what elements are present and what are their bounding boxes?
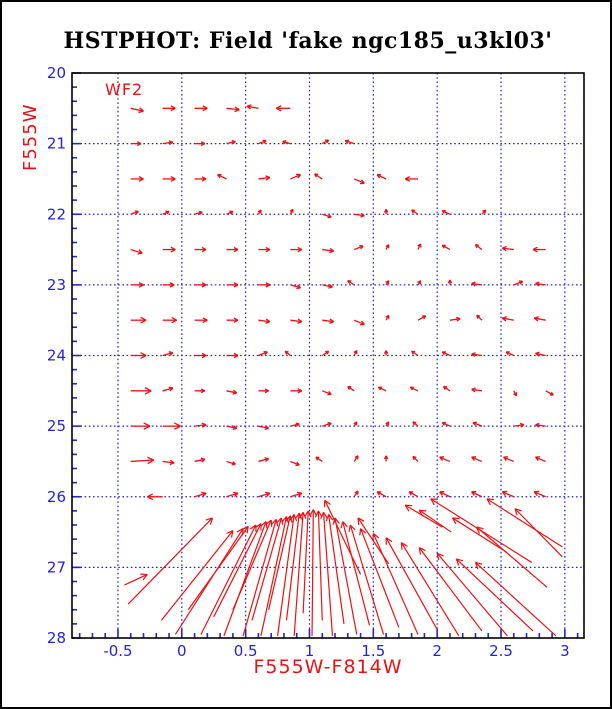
chart-title: HSTPHOT: Field 'fake ngc185_u3kl03': [63, 28, 553, 54]
camera-chip-annotation: WF2: [105, 80, 144, 99]
svg-text:22: 22: [47, 205, 66, 223]
svg-text:2: 2: [432, 642, 442, 660]
svg-text:0.5: 0.5: [234, 642, 258, 660]
svg-text:0: 0: [177, 642, 187, 660]
svg-text:28: 28: [47, 629, 66, 647]
svg-text:24: 24: [47, 347, 66, 365]
x-axis-label: F555W-F814W: [253, 656, 403, 678]
svg-text:21: 21: [47, 135, 66, 153]
svg-text:25: 25: [47, 417, 66, 435]
svg-text:23: 23: [47, 276, 66, 294]
svg-text:20: 20: [47, 64, 66, 82]
svg-text:27: 27: [47, 558, 66, 576]
svg-text:-0.5: -0.5: [103, 642, 132, 660]
svg-text:1.5: 1.5: [361, 642, 385, 660]
svg-text:2.5: 2.5: [489, 642, 513, 660]
svg-text:3: 3: [560, 642, 570, 660]
svg-text:1: 1: [305, 642, 315, 660]
svg-text:26: 26: [47, 488, 66, 506]
